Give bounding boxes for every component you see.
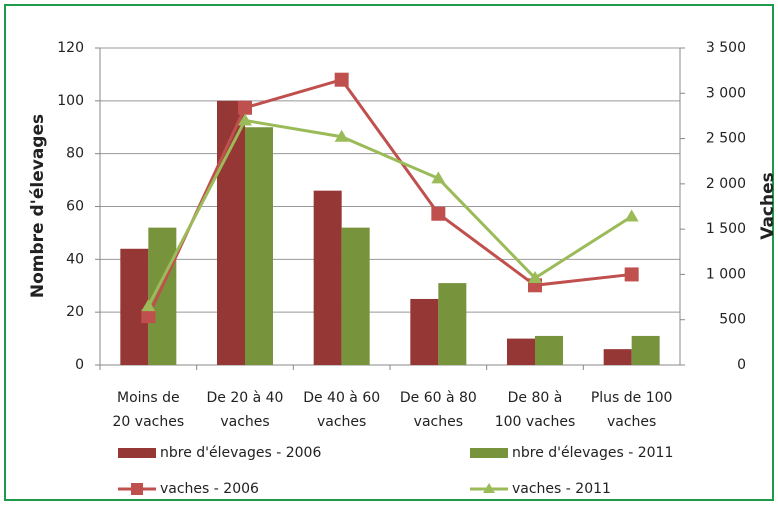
legend-marker (131, 483, 143, 495)
y2-tick-label: 3 000 (706, 85, 746, 101)
legend-label: vaches - 2006 (160, 481, 259, 497)
y2-tick-label: 1 500 (706, 221, 746, 237)
x-tick-label: De 20 à 40 vaches (207, 390, 284, 430)
point (624, 267, 639, 282)
bar (535, 335, 563, 365)
y-axis-label: Nombre d'élevages (28, 114, 48, 298)
bar (245, 127, 273, 365)
y2-tick-label: 2 000 (706, 176, 746, 192)
y2-tick-label: 500 (719, 312, 746, 328)
bar (603, 349, 632, 365)
point (528, 271, 542, 284)
bar (631, 335, 660, 365)
point (141, 299, 156, 312)
y2-tick-label: 3 500 (706, 40, 746, 56)
legend-swatch (118, 448, 156, 458)
point (141, 309, 156, 324)
point (238, 100, 252, 115)
point (334, 72, 349, 87)
point (238, 113, 252, 126)
line (146, 77, 632, 317)
y2-tick-label: 1 000 (706, 266, 746, 282)
bar (120, 248, 149, 365)
y-tick-label: 80 (66, 146, 84, 162)
y2-axis-label: Vaches (758, 172, 778, 240)
y2-tick-label: 0 (737, 357, 746, 373)
x-tick-label: De 40 à 60 vaches (303, 390, 380, 430)
y-tick-label: 40 (66, 251, 84, 267)
point (624, 209, 639, 222)
bar (341, 227, 370, 365)
point (334, 129, 349, 142)
line (147, 118, 633, 307)
point (431, 206, 446, 221)
y-tick-label: 0 (75, 357, 84, 373)
legend-swatch (470, 448, 508, 458)
y2-tick-label: 2 500 (706, 131, 746, 147)
bar (313, 190, 342, 365)
bar (507, 338, 535, 365)
x-tick-label: De 80 à 100 vaches (495, 390, 576, 430)
x-tick-label: Plus de 100 vaches (591, 390, 673, 430)
y-tick-label: 60 (66, 199, 84, 215)
legend-label: nbre d'élevages - 2011 (512, 445, 673, 461)
x-tick-label: Moins de 20 vaches (113, 390, 185, 430)
bar (410, 298, 439, 365)
legend-marker (483, 483, 495, 493)
legend-label: vaches - 2011 (512, 481, 611, 497)
point (431, 171, 446, 184)
bar (438, 283, 467, 365)
legend-label: nbre d'élevages - 2006 (160, 445, 321, 461)
y-tick-label: 120 (57, 40, 84, 56)
y-tick-label: 100 (57, 93, 84, 109)
x-tick-label: De 60 à 80 vaches (400, 390, 477, 430)
y-tick-label: 20 (66, 304, 84, 320)
